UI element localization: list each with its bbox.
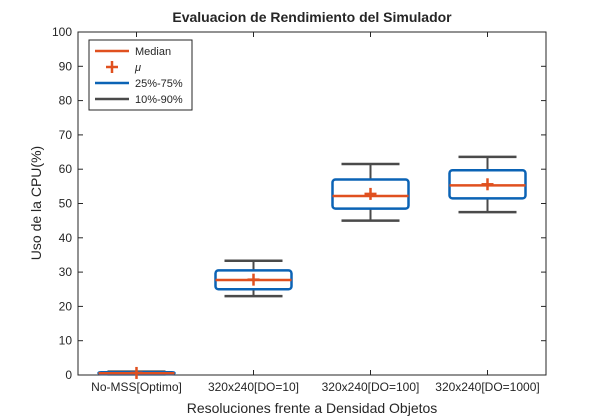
y-tick-label: 60 xyxy=(59,162,73,176)
chart-title: Evaluacion de Rendimiento del Simulador xyxy=(172,9,452,25)
y-tick-label: 40 xyxy=(59,231,73,245)
y-tick-label: 70 xyxy=(59,128,73,142)
y-tick-label: 100 xyxy=(52,25,72,39)
y-tick-label: 10 xyxy=(59,334,73,348)
x-tick-label: 320x240[DO=1000] xyxy=(435,380,539,394)
legend-label: Median xyxy=(135,46,171,58)
box-group xyxy=(214,259,293,298)
box-group xyxy=(448,155,527,214)
legend-label: 25%-75% xyxy=(135,78,183,90)
y-tick-label: 90 xyxy=(59,59,73,73)
y-tick-label: 30 xyxy=(59,265,73,279)
y-tick-label: 0 xyxy=(65,368,72,382)
legend-label: μ xyxy=(134,62,141,74)
legend: Median μ 25%-75% 10%-90% xyxy=(88,39,193,111)
x-tick-label: 320x240[DO=100] xyxy=(322,380,420,394)
y-axis-label: Uso de la CPU(%) xyxy=(28,146,44,260)
box-group xyxy=(331,162,410,222)
y-tick-label: 50 xyxy=(59,197,73,211)
y-tick-label: 80 xyxy=(59,94,73,108)
x-axis-label: Resoluciones frente a Densidad Objetos xyxy=(187,400,438,416)
y-tick-label: 20 xyxy=(59,299,73,313)
plot-area: 0 10 20 30 40 50 60 70 80 90 100 No-MSS[Optimo] 320x… xyxy=(52,25,547,394)
legend-label: 10%-90% xyxy=(135,94,183,106)
box-group xyxy=(97,366,176,379)
x-tick-label: No-MSS[Optimo] xyxy=(91,380,182,394)
x-tick-label: 320x240[DO=10] xyxy=(208,380,299,394)
